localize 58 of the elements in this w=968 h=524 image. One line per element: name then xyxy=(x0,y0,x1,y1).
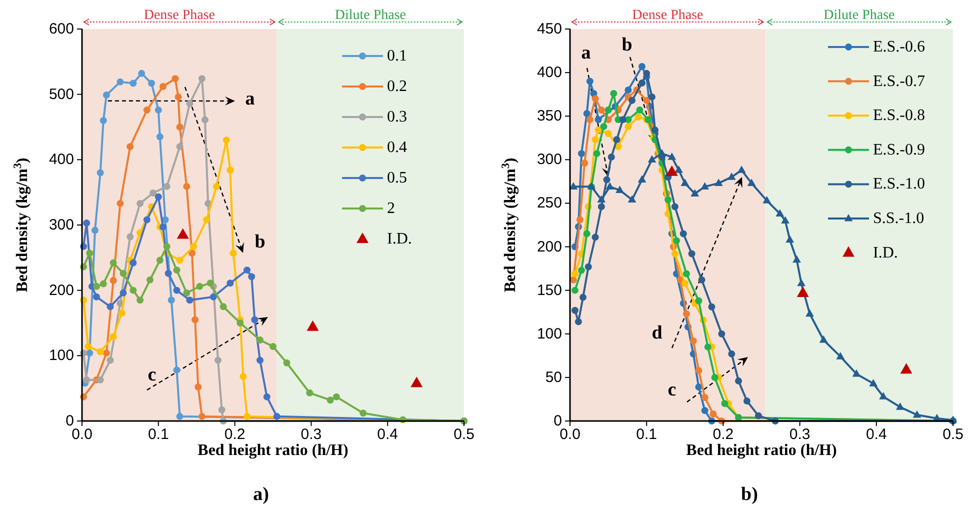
y-tick-label: 300 xyxy=(536,151,562,168)
y-tick-label: 500 xyxy=(48,86,74,103)
annotation: a xyxy=(581,42,592,64)
x-axis-title: Bed height ratio (h/H) xyxy=(686,442,837,459)
x-tick-label: 0.2 xyxy=(712,426,734,443)
annotation: c xyxy=(148,364,156,386)
band-label: Dense Phase xyxy=(632,8,704,23)
legend-label: 0.4 xyxy=(387,139,407,156)
legend-label: 2 xyxy=(387,200,395,217)
y-tick-label: 0 xyxy=(554,412,562,430)
legend-label: E.S.-0.9 xyxy=(873,141,925,158)
y-tick-label: 50 xyxy=(545,368,562,386)
y-tick-label: 100 xyxy=(48,347,74,364)
y-tick-label: 450 xyxy=(536,20,562,38)
y-tick-label: 100 xyxy=(536,325,562,342)
y-tick-label: 600 xyxy=(48,20,74,38)
text: b) xyxy=(741,484,758,505)
annotation: c xyxy=(668,380,676,400)
y-tick-label: 400 xyxy=(536,64,562,82)
legend-label: 0.5 xyxy=(387,170,407,186)
annotation: d xyxy=(652,322,663,344)
y-tick-label: 150 xyxy=(536,282,562,299)
band-label: Dilute Phase xyxy=(824,8,895,23)
annotation: b xyxy=(622,34,632,56)
x-tick-label: 0.5 xyxy=(942,426,964,443)
y-tick-label: 200 xyxy=(48,282,74,299)
x-tick-label: 0.3 xyxy=(300,426,322,443)
y-tick-label: 300 xyxy=(48,216,74,234)
y-tick-label: 200 xyxy=(536,238,562,256)
band-label: Dilute Phase xyxy=(334,8,406,23)
annotation: b xyxy=(254,232,266,252)
x-tick-label: 0.4 xyxy=(377,426,398,443)
x-tick-label: 0.5 xyxy=(454,426,474,443)
x-tick-label: 0.1 xyxy=(148,426,169,443)
x-axis-title: Bed height ratio (h/H) xyxy=(198,442,348,459)
y-tick-label: 400 xyxy=(48,151,74,168)
text: a) xyxy=(253,484,269,505)
legend-label: 0.3 xyxy=(387,108,407,126)
y-tick-label: 250 xyxy=(536,194,562,212)
legend-label: 0.2 xyxy=(387,78,407,95)
legend-label: S.S.-1.0 xyxy=(873,210,924,227)
y-tick-label: 350 xyxy=(536,108,562,125)
legend-label: I.D. xyxy=(873,244,898,262)
legend-label: 0.1 xyxy=(387,48,407,64)
x-tick-label: 0.2 xyxy=(224,426,246,443)
legend-label: E.S.-0.6 xyxy=(873,38,925,56)
x-tick-label: 0.0 xyxy=(560,426,580,443)
annotation: a xyxy=(245,88,256,110)
band-label: Dense Phase xyxy=(144,8,215,23)
legend-label: E.S.-0.7 xyxy=(873,72,925,90)
x-tick-label: 0.3 xyxy=(789,426,810,443)
legend-label: I.D. xyxy=(387,230,412,248)
y-tick-label: 0 xyxy=(66,412,74,430)
x-tick-label: 0.4 xyxy=(866,426,887,443)
legend-label: E.S.-0.8 xyxy=(873,107,925,124)
x-tick-label: 0.1 xyxy=(636,426,658,443)
x-tick-label: 0.0 xyxy=(72,426,92,443)
legend-label: E.S.-1.0 xyxy=(873,176,925,193)
